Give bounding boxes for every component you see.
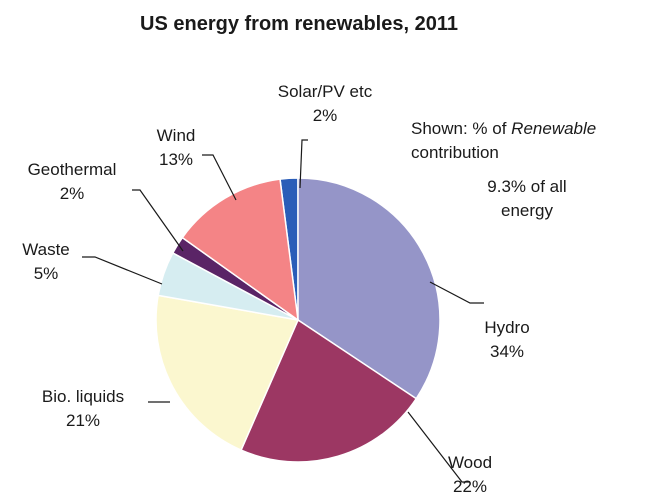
leader-line-wind xyxy=(202,154,237,201)
leader-line-solar-pv-etc xyxy=(299,139,308,189)
slice-label-geothermal: Geothermal xyxy=(28,160,117,179)
annotation-note-italic: Renewable xyxy=(511,119,596,138)
slice-percent-hydro: 34% xyxy=(490,342,524,361)
slice-percent-bio-liquids: 21% xyxy=(66,411,100,430)
slice-percent-geothermal: 2% xyxy=(60,184,85,203)
slice-label-waste: Waste xyxy=(22,240,70,259)
slice-label-solar-pv-etc: Solar/PV etc xyxy=(278,82,373,101)
annotation-total-line1: 9.3% of all xyxy=(487,177,566,196)
slice-label-hydro: Hydro xyxy=(484,318,529,337)
pie-slice-wind xyxy=(181,178,299,322)
pie-slices xyxy=(155,177,441,463)
slice-labels: Solar/PV etc 2% Hydro 34% Wood 22% Bio. liquid… xyxy=(22,82,529,496)
pie-slice-bio-liquids xyxy=(155,294,300,452)
chart-title: US energy from renewables, 2011 xyxy=(140,13,458,35)
annotation-note-prefix: Shown: % of xyxy=(411,119,511,138)
slice-label-wood: Wood xyxy=(448,453,492,472)
slice-label-bio-liquids: Bio. liquids xyxy=(42,387,124,406)
leader-line-waste xyxy=(82,256,163,285)
leader-line-geothermal xyxy=(132,189,184,252)
slice-percent-waste: 5% xyxy=(34,264,59,283)
slice-label-wind: Wind xyxy=(157,126,196,145)
slice-percent-wood: 22% xyxy=(453,477,487,496)
annotation-note-line2: contribution xyxy=(411,143,499,162)
leader-lines xyxy=(82,139,484,483)
leader-line-wood xyxy=(407,411,470,483)
annotation-note-line1: Shown: % of Renewable xyxy=(411,119,596,138)
pie-slice-wood xyxy=(240,318,418,463)
leader-line-hydro xyxy=(429,281,484,304)
annotation-total-line2: energy xyxy=(501,201,553,220)
slice-percent-wind: 13% xyxy=(159,150,193,169)
slice-percent-solar-pv-etc: 2% xyxy=(313,106,338,125)
